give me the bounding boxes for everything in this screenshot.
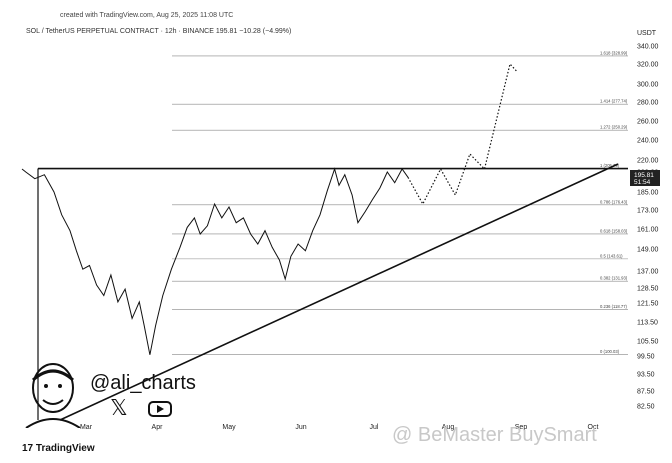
price-change: −10.28 (−4.99%) (239, 28, 292, 35)
fib-level-label: 0.382 (131.93) (600, 276, 628, 281)
x-logo-icon[interactable]: 𝕏 (110, 395, 128, 420)
y-tick-label: 280.00 (637, 100, 659, 107)
y-tick-label: 121.50 (637, 301, 659, 308)
y-tick-label: 320.00 (637, 62, 659, 69)
watermark: @ BeMaster BuySmart (392, 424, 597, 446)
projection-path (407, 62, 518, 206)
y-tick-label: 173.00 (637, 208, 659, 215)
fib-level-label: 1.414 (277.74) (600, 99, 628, 104)
x-tick-label: Mar (80, 424, 93, 431)
x-tick-label: Apr (152, 424, 164, 431)
currency-label: USDT (637, 30, 657, 37)
x-tick-label: Sep (515, 424, 528, 431)
last-price-box (630, 170, 660, 186)
symbol-name: SOL / TetherUS PERPETUAL CONTRACT · 12h … (26, 28, 214, 35)
countdown-label: 51:54 (634, 179, 651, 186)
y-tick-label: 113.50 (637, 320, 658, 327)
x-tick-label: Jul (370, 424, 379, 431)
y-tick-label: 300.00 (637, 82, 659, 89)
fib-level-label: 1.618 (328.99) (600, 50, 628, 55)
fib-level-label: 0.618 (158.03) (600, 228, 628, 233)
x-tick-label: Jun (295, 424, 306, 431)
y-tick-label: 240.00 (637, 138, 659, 145)
fib-level-label: 0.5 (143.61) (600, 253, 623, 258)
y-tick-label: 220.00 (637, 158, 659, 165)
x-tick-label: Oct (588, 424, 599, 431)
youtube-play-icon[interactable] (148, 401, 172, 417)
y-tick-label: 149.00 (637, 247, 659, 254)
y-tick-label: 161.00 (637, 227, 659, 234)
created-caption: created with TradingView.com, Aug 25, 20… (60, 12, 234, 19)
y-tick-label: 87.50 (637, 389, 655, 396)
author-handle[interactable]: @ali_charts (90, 372, 196, 394)
avatar (25, 363, 81, 428)
fib-level-label: 0 (100.03) (600, 349, 620, 354)
x-tick-label: Aug (442, 424, 455, 431)
y-tick-label: 185.00 (637, 190, 659, 197)
y-tick-label: 340.00 (637, 44, 659, 51)
y-tick-label: 260.00 (637, 119, 659, 126)
tradingview-label: TradingView (35, 443, 95, 454)
x-tick-label: May (222, 424, 236, 431)
y-tick-label: 128.50 (637, 286, 659, 293)
y-tick-label: 105.50 (637, 339, 659, 346)
tradingview-logo[interactable]: 17 TradingView (22, 443, 95, 454)
y-tick-label: 93.50 (637, 372, 655, 379)
last-price-label: 195.81 (634, 172, 654, 179)
fib-level-label: 0.236 (118.77) (600, 304, 628, 309)
fib-level-label: 1.272 (250.29) (600, 125, 628, 130)
last-price: 195.81 (215, 28, 238, 35)
fib-level-label: 0.786 (176.43) (600, 199, 628, 204)
y-tick-label: 137.00 (637, 269, 659, 276)
symbol-header: SOL / TetherUS PERPETUAL CONTRACT · 12h … (26, 28, 291, 35)
fib-level-label: 1 (205.79) (600, 163, 620, 168)
y-tick-label: 82.50 (637, 404, 655, 411)
y-tick-label: 99.50 (637, 354, 655, 361)
support-trendline (59, 163, 619, 421)
tradingview-icon: 17 (22, 443, 36, 454)
price-line (21, 167, 409, 355)
